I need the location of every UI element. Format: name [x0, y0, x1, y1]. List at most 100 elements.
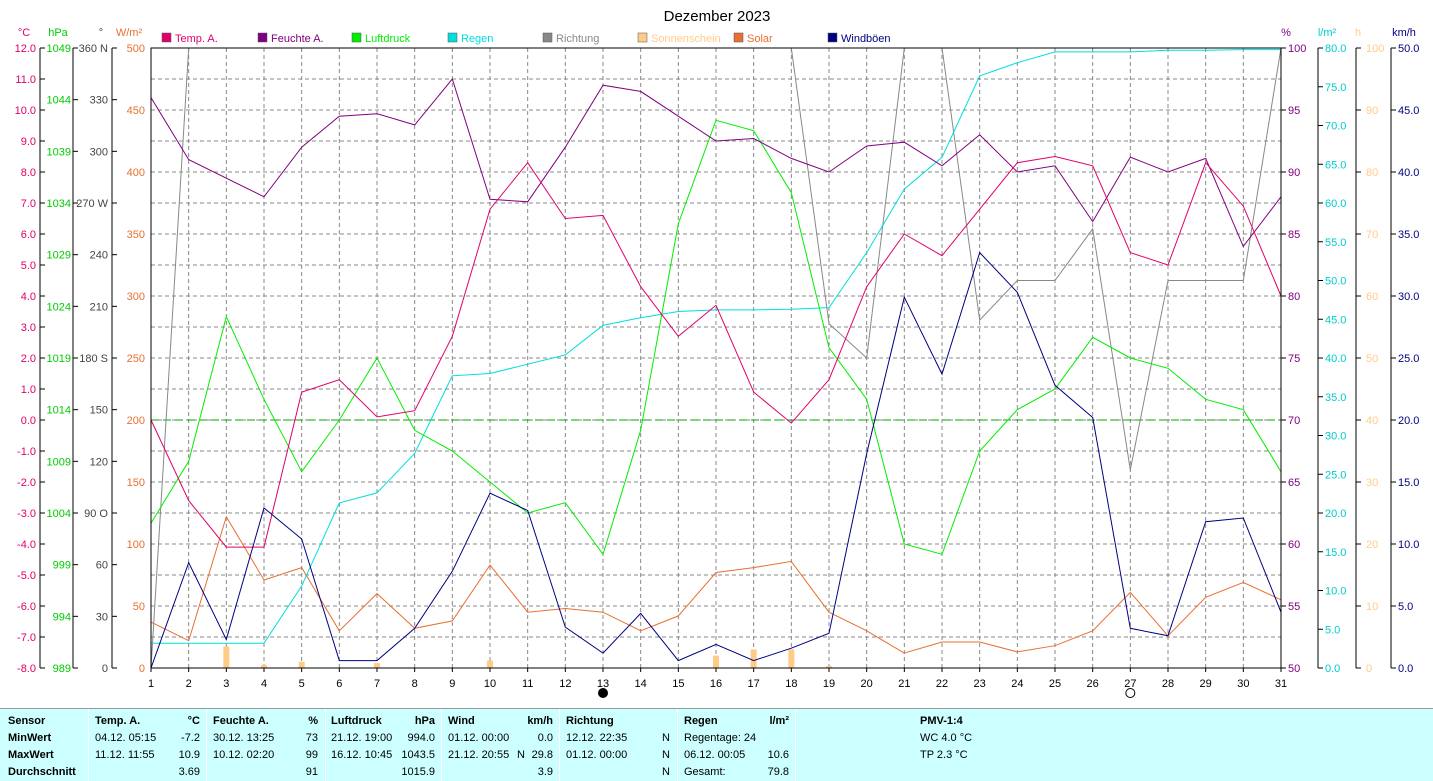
legend-label: Solar	[747, 33, 773, 45]
x-tick-label: 15	[672, 678, 684, 690]
x-tick-label: 9	[449, 678, 455, 690]
pressure-avg: 1015.9	[401, 766, 435, 778]
axis-tick-label: 1004	[47, 508, 71, 520]
stats-col-sensor: Sensor MinWert MaxWert Durchschnitt	[8, 713, 88, 781]
x-tick-label: 12	[559, 678, 571, 690]
x-tick-label: 5	[299, 678, 305, 690]
axis-tick-label: 9.0	[21, 136, 36, 148]
axis-tick-label: 25.0	[1325, 469, 1346, 481]
temp-max-date: 11.12.	[95, 749, 125, 761]
wind-unit: km/h	[527, 715, 553, 727]
axis-tick-label: 30	[1366, 477, 1378, 489]
axis-tick-label: 15.0	[1398, 477, 1419, 489]
axis-tick-label: 240	[90, 250, 108, 262]
axis-tick-label: 25.0	[1398, 353, 1419, 365]
stats-header-sensor: Sensor	[8, 715, 46, 727]
temp-avg: 3.69	[178, 766, 200, 778]
axis-unit-label: %	[1281, 27, 1291, 39]
pressure-max-time: 10:45	[364, 749, 393, 761]
stats-col-humidity: Feuchte A.% 30.12. 13:25 73 10.12. 02:20 9…	[213, 713, 318, 781]
axis-tick-label: 500	[127, 43, 145, 55]
axis-tick-label: 70.0	[1325, 121, 1346, 133]
wind-header: Wind	[448, 715, 475, 727]
new-moon-icon	[598, 688, 608, 698]
axis-tick-label: 1009	[47, 456, 71, 468]
axis-tick-label: 300	[127, 291, 145, 303]
x-tick-label: 28	[1162, 678, 1174, 690]
pmv-tp: TP 2.3 °C	[920, 749, 968, 761]
axis-tick-label: 35.0	[1325, 392, 1346, 404]
axis-tick-label: 300	[90, 146, 108, 158]
x-tick-label: 21	[898, 678, 910, 690]
humidity-min-time: 13:25	[246, 732, 275, 744]
humidity-min-value: 73	[305, 732, 318, 744]
axis-unit-label: h	[1355, 27, 1361, 39]
temp-header: Temp. A.	[95, 715, 141, 727]
direction-header: Richtung	[566, 715, 614, 727]
axis-tick-label: 45.0	[1325, 314, 1346, 326]
humidity-avg: 91	[305, 766, 318, 778]
axis-tick-label: 150	[90, 405, 108, 417]
axis-tick-label: 30	[96, 611, 108, 623]
axis-unit-label: l/m²	[1318, 27, 1337, 39]
axis-tick-label: 994	[53, 611, 71, 623]
legend-swatch	[733, 32, 744, 43]
direction-max-time: 00:00	[599, 749, 628, 761]
x-tick-label: 22	[936, 678, 948, 690]
x-tick-label: 8	[412, 678, 418, 690]
x-tick-label: 29	[1200, 678, 1212, 690]
direction-max-date: 01.12.	[566, 749, 597, 761]
axis-unit-label: km/h	[1392, 27, 1416, 39]
plot-frame	[150, 47, 1282, 669]
legend-label: Sonnenschein	[651, 33, 721, 45]
axis-tick-label: 6.0	[21, 229, 36, 241]
chart-legend: Temp. A. Feuchte A. Luftdruck Regen Richtung…	[161, 32, 891, 45]
series-line-rain	[151, 49, 1281, 644]
axis-tick-label: 150	[127, 477, 145, 489]
x-tick-label: 18	[785, 678, 797, 690]
direction-avg: N	[662, 766, 670, 778]
wind-max-value: 29.8	[531, 749, 553, 761]
pmv-wc: WC 4.0 °C	[920, 732, 973, 744]
axis-tick-label: 60	[1288, 539, 1300, 551]
axis-tick-label: 1019	[47, 353, 71, 365]
axis-tick-label: 80	[1288, 291, 1300, 303]
rain-max-value: 10.6	[767, 749, 789, 761]
stats-row-min: MinWert	[8, 732, 52, 744]
axis-unit-headers: °C hPa ° W/m²% l/m² h km/h	[18, 27, 1416, 39]
axis-tick-label: 55.0	[1325, 237, 1346, 249]
axis-unit-label: °C	[18, 27, 30, 39]
axis-tick-label: 5.0	[1398, 601, 1413, 613]
stats-table: Sensor MinWert MaxWert Durchschnitt Temp…	[0, 708, 1433, 781]
x-tick-label: 30	[1237, 678, 1249, 690]
temp-min-time: 05:15	[128, 732, 157, 744]
axis-tick-label: 0	[1366, 663, 1372, 675]
x-tick-label: 10	[484, 678, 496, 690]
temp-max-time: 11:55	[127, 749, 155, 761]
axis-tick-label: 330	[90, 95, 108, 107]
series-line-solar	[150, 515, 1282, 654]
axis-tick-label: 70	[1366, 229, 1378, 241]
axis-tick-label: 55	[1288, 601, 1300, 613]
pressure-header: Luftdruck	[331, 715, 382, 727]
axis-tick-label: 20.0	[1398, 415, 1419, 427]
sunshine-bar	[374, 663, 380, 668]
axis-tick-label: 75.0	[1325, 82, 1346, 94]
axis-tick-label: 10.0	[15, 105, 36, 117]
weather-chart: Dezember 2023 Temp. A. Feuchte A. Luftdruc…	[15, 8, 1419, 698]
axis-tick-label: 100	[1288, 43, 1306, 55]
axis-tick-label: 210	[90, 301, 108, 313]
wind-avg: 3.9	[537, 766, 553, 778]
axis-tick-label: 20.0	[1325, 508, 1346, 520]
axis-tick-label: 1024	[47, 301, 71, 313]
axis-tick-label: 100	[1366, 43, 1384, 55]
x-tick-label: 24	[1011, 678, 1023, 690]
stats-col-pressure: Luftdruck hPa 21.12. 19:00 994.0 16.12. 10…	[331, 713, 435, 781]
stats-col-pmv: PMV-1:4 WC 4.0 °C TP 2.3 °C	[920, 713, 1040, 764]
legend-swatch	[161, 32, 172, 43]
x-tick-label: 26	[1087, 678, 1099, 690]
legend-label: Richtung	[556, 33, 599, 45]
rain-days: Regentage: 24	[684, 732, 757, 744]
axis-tick-label: 1034	[47, 198, 71, 210]
axis-tick-label: 180 S	[79, 353, 108, 365]
